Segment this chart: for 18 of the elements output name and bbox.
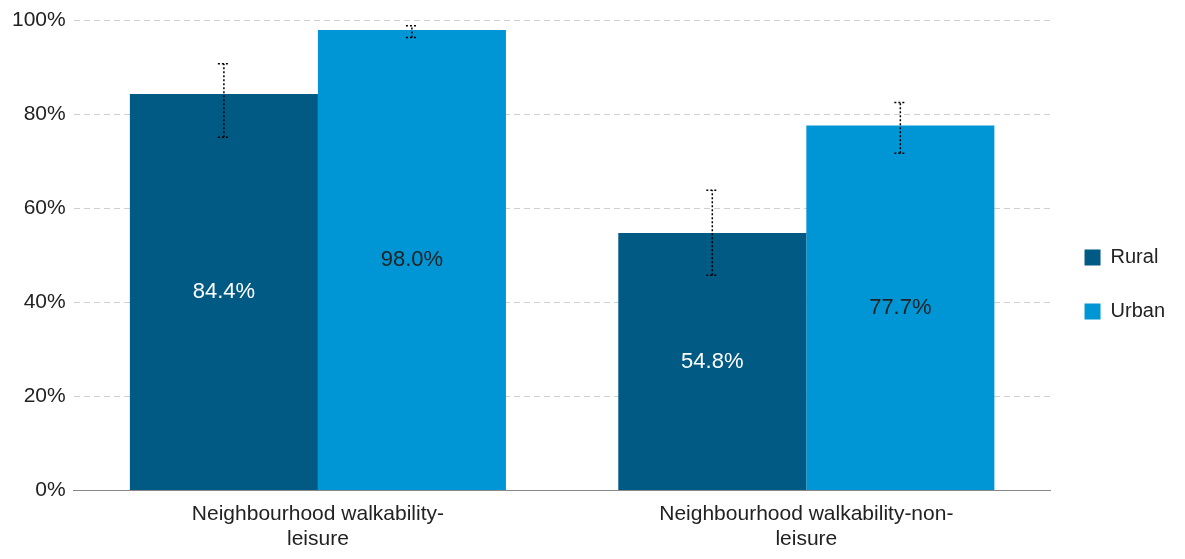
bar <box>317 30 506 491</box>
bar <box>618 233 807 491</box>
y-tick-label: 80% <box>23 101 66 125</box>
x-tick-label: Neighbourhood walkability-non-leisure <box>659 501 954 550</box>
data-label: 77.7% <box>869 293 932 319</box>
data-label: 84.4% <box>192 278 256 304</box>
data-label: 54.8% <box>681 347 744 373</box>
y-tick-label: 0% <box>35 477 66 501</box>
y-tick-label: 100% <box>11 7 66 31</box>
bar <box>806 125 995 491</box>
legend-label: Rural <box>1110 245 1159 268</box>
y-tick-label: 40% <box>23 289 66 313</box>
y-tick-label: 20% <box>23 383 66 407</box>
y-tick-label: 60% <box>23 195 66 219</box>
bar <box>129 93 318 491</box>
data-label: 98.0% <box>380 246 444 272</box>
x-tick-label: Neighbourhood walkability-leisure <box>191 501 444 550</box>
legend-label: Urban <box>1110 299 1166 322</box>
